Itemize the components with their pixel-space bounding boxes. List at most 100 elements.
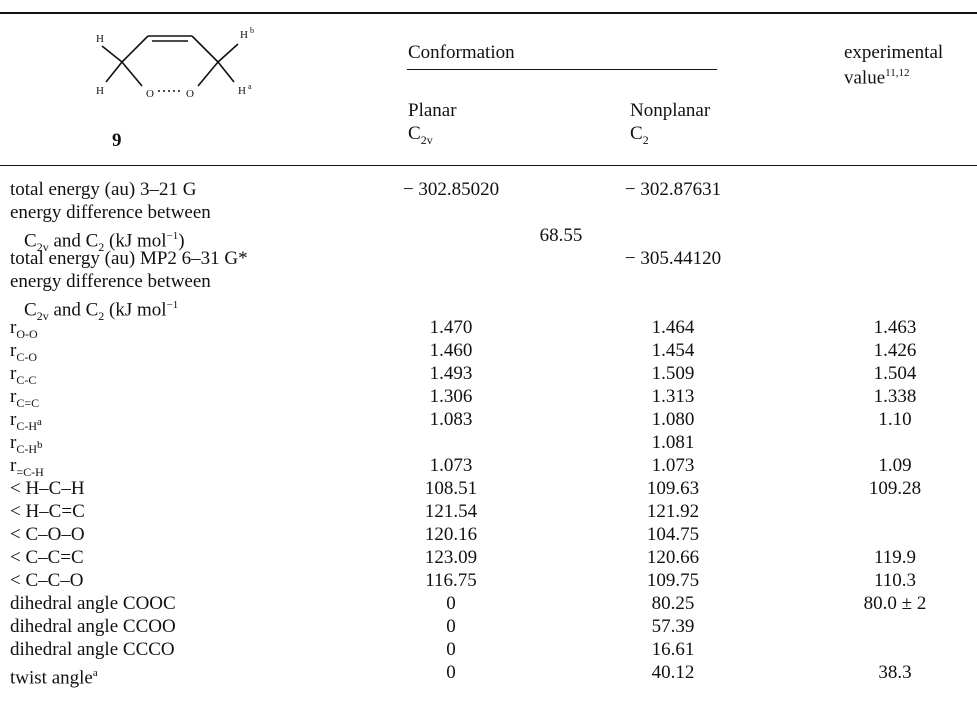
cell-planar: 1.306 [396,386,506,408]
cell-planar: 120.16 [396,524,506,546]
cell-nonplanar: 1.454 [618,340,728,362]
row-label: twist anglea [10,662,98,689]
cell-nonplanar: 1.313 [618,386,728,408]
table-row-angle-cco: < C–C–O 116.75 109.75 110.3 [0,570,977,592]
cell-nonplanar: 109.75 [618,570,728,592]
bond-h-bot-left [106,62,122,82]
table-row-angle-hch: < H–C–H 108.51 109.63 109.28 [0,478,977,500]
header-nonplanar-symmetry: C2 [630,123,649,151]
cell-nonplanar: 1.509 [618,363,728,385]
compound-number: 9 [112,130,122,152]
cell-nonplanar: − 305.44120 [618,248,728,270]
cell-experimental: 80.0 ± 2 [840,593,950,615]
atom-o-left: O [146,88,154,100]
header-planar-symmetry: C2v [408,123,433,151]
cell-planar: 0 [396,616,506,638]
atom-h-bot-right: H [238,85,246,97]
atom-h-top-right-sup: b [250,26,254,35]
cell-energy-difference: 68.55 [506,225,616,247]
cell-nonplanar: 120.66 [618,547,728,569]
table-row-angle-coo: < C–O–O 120.16 104.75 [0,524,977,546]
table-row-r-eq-ch: r=C-H 1.073 1.073 1.09 [0,455,977,477]
row-label: dihedral angle CCOO [10,616,176,638]
cell-planar: 1.083 [396,409,506,431]
cell-planar: 0 [396,662,506,684]
cell-nonplanar: 1.080 [618,409,728,431]
row-label: total energy (au) MP2 6–31 G* [10,248,248,270]
table-row-twist-angle: twist anglea 0 40.12 38.3 [0,662,977,684]
cell-planar: 1.493 [396,363,506,385]
cell-planar: 1.470 [396,317,506,339]
bond-h-top-left [102,46,122,62]
bond-c-o-left [122,62,142,86]
cell-nonplanar: 16.61 [618,639,728,661]
table-row-total-energy-mp2: total energy (au) MP2 6–31 G* − 305.4412… [0,248,977,270]
molecule-structure-9: H H b H H a O O [60,14,280,124]
table-row-energy-diff-1-line2: C2v and C2 (kJ mol−1) 68.55 [0,225,977,247]
cell-nonplanar: 40.12 [618,662,728,684]
table-row-total-energy-321: total energy (au) 3–21 G − 302.85020 − 3… [0,179,977,201]
cell-nonplanar: 121.92 [618,501,728,523]
row-label: < C–O–O [10,524,85,546]
table-row-r-oo: rO-O 1.470 1.464 1.463 [0,317,977,339]
bond-h-bot-right [218,62,234,82]
header-nonplanar: Nonplanar [630,100,710,122]
table-row-r-ch-a: rC-Ha 1.083 1.080 1.10 [0,409,977,431]
conformation-underline [407,69,717,70]
header-conformation: Conformation [408,42,515,64]
cell-experimental: 109.28 [840,478,950,500]
table-row-r-co: rC-O 1.460 1.454 1.426 [0,340,977,362]
cell-planar: − 302.85020 [396,179,506,201]
row-label: dihedral angle COOC [10,593,176,615]
table-row-r-c-eq-c: rC=C 1.306 1.313 1.338 [0,386,977,408]
table-row-energy-diff-2-line1: energy difference between [0,271,977,293]
row-label: energy difference between [10,271,211,293]
cell-nonplanar: 80.25 [618,593,728,615]
cell-nonplanar: 1.464 [618,317,728,339]
cell-experimental: 1.09 [840,455,950,477]
cell-planar: 0 [396,639,506,661]
table-row-r-ch-b: rC-Hb 1.081 [0,432,977,454]
cell-nonplanar: 1.081 [618,432,728,454]
cell-nonplanar: 104.75 [618,524,728,546]
row-label: < C–C=C [10,547,84,569]
row-label: total energy (au) 3–21 G [10,179,196,201]
bond-c-o-right [198,62,218,86]
row-label: energy difference between [10,202,211,224]
row-label: dihedral angle CCCO [10,639,175,661]
bond-c-ch-left [122,36,148,62]
row-label: < H–C–H [10,478,85,500]
cell-planar: 121.54 [396,501,506,523]
cell-experimental: 110.3 [840,570,950,592]
table-row-angle-cc-eq-c: < C–C=C 123.09 120.66 119.9 [0,547,977,569]
cell-experimental: 38.3 [840,662,950,684]
cell-experimental: 1.463 [840,317,950,339]
table-row-r-cc: rC-C 1.493 1.509 1.504 [0,363,977,385]
cell-experimental: 1.10 [840,409,950,431]
header-experimental: experimental [844,42,943,64]
cell-planar: 0 [396,593,506,615]
cell-planar: 116.75 [396,570,506,592]
cell-experimental: 1.426 [840,340,950,362]
header-value: value11,12 [844,62,910,89]
table-row-dihedral-ccoo: dihedral angle CCOO 0 57.39 [0,616,977,638]
cell-nonplanar: 109.63 [618,478,728,500]
table-row-dihedral-cooc: dihedral angle COOC 0 80.25 80.0 ± 2 [0,593,977,615]
atom-h-top-left: H [96,33,104,45]
cell-planar: 108.51 [396,478,506,500]
cell-experimental: 119.9 [840,547,950,569]
cell-experimental: 1.504 [840,363,950,385]
row-label: < H–C=C [10,501,85,523]
header-planar: Planar [408,100,457,122]
cell-planar: 123.09 [396,547,506,569]
table-row-dihedral-ccco: dihedral angle CCCO 0 16.61 [0,639,977,661]
cell-nonplanar: 1.073 [618,455,728,477]
cell-nonplanar: 57.39 [618,616,728,638]
table-row-energy-diff-2-line2: C2v and C2 (kJ mol−1 [0,294,977,316]
cell-planar: 1.460 [396,340,506,362]
cell-planar: 1.073 [396,455,506,477]
bond-h-top-right [218,44,238,62]
table-row-energy-diff-1-line1: energy difference between [0,202,977,224]
atom-h-bot-left: H [96,85,104,97]
cell-experimental: 1.338 [840,386,950,408]
